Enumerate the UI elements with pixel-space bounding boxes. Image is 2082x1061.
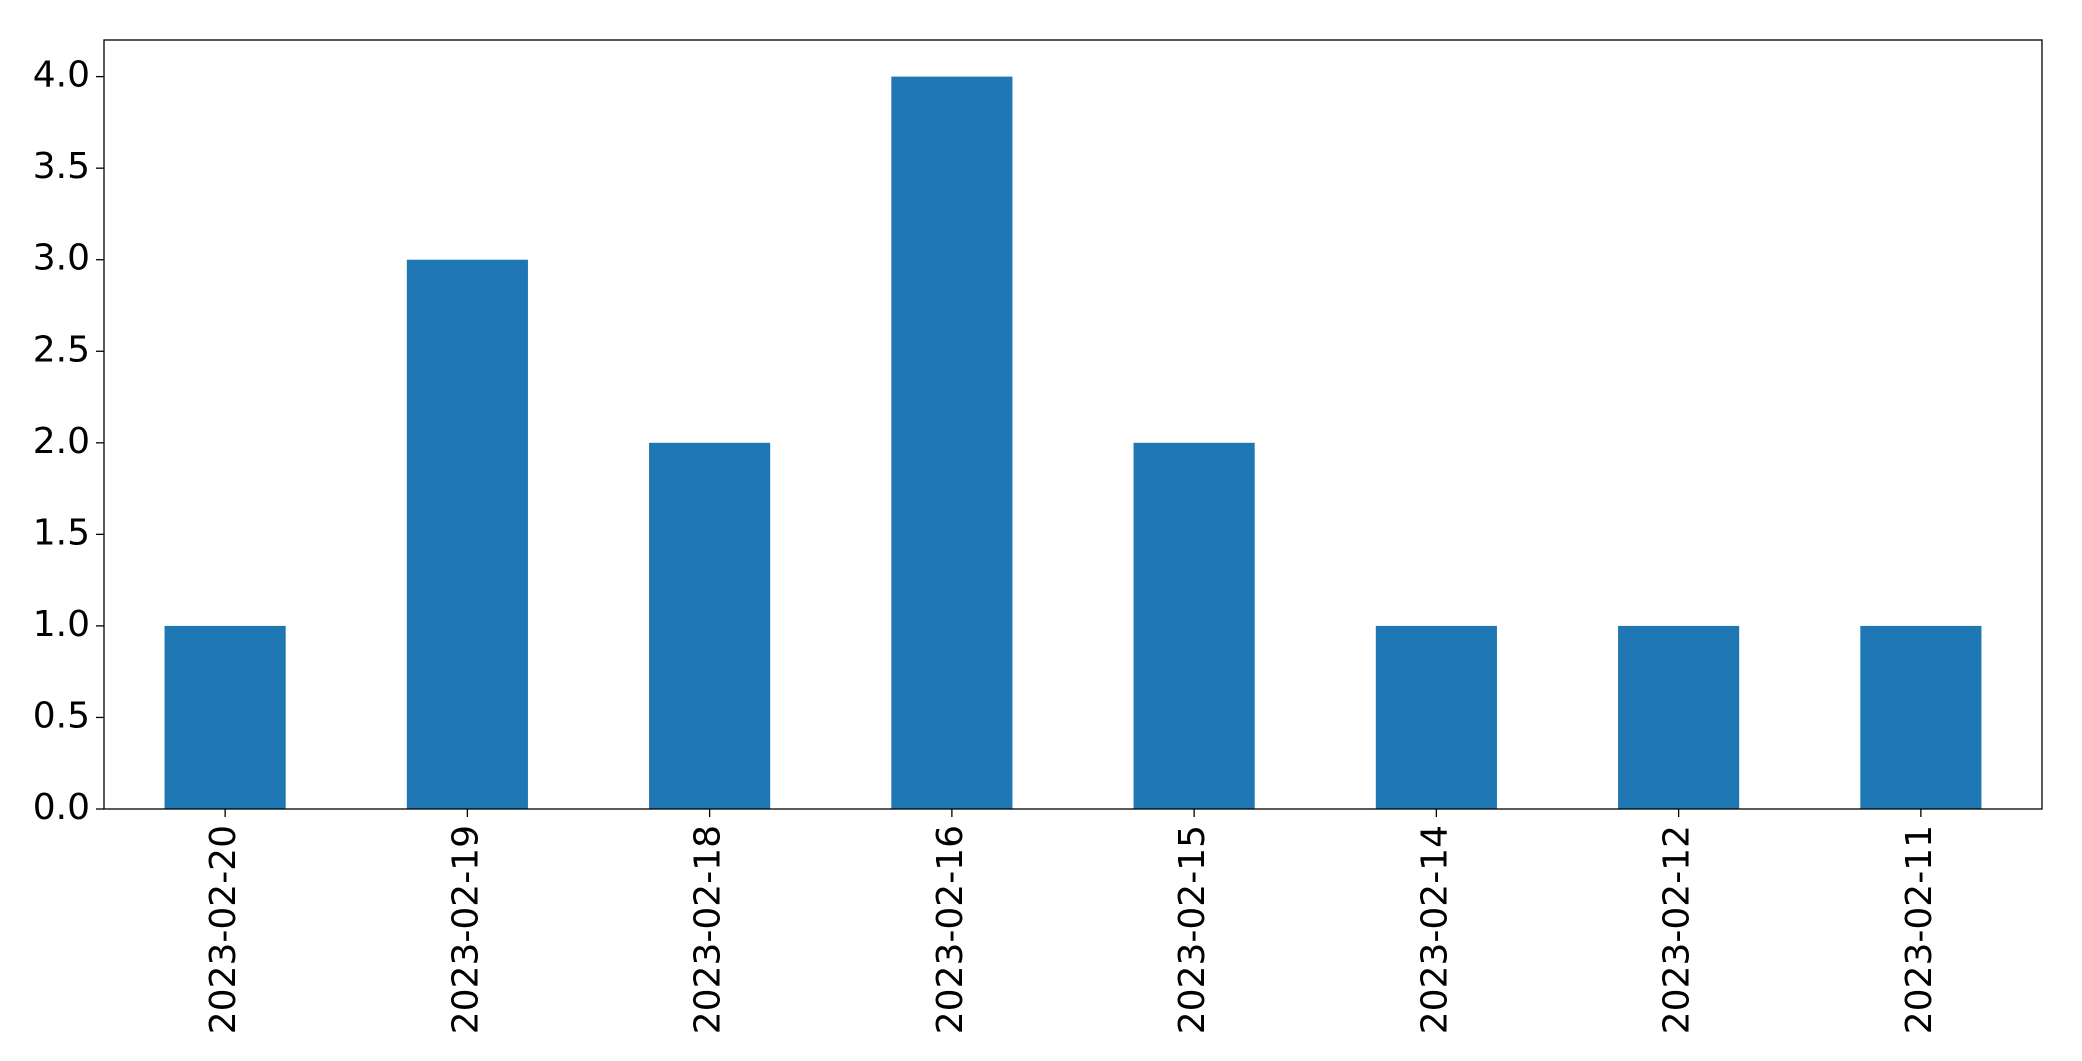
y-tick-label: 0.0	[33, 787, 90, 828]
bar	[164, 625, 286, 809]
x-tick-label: 2023-02-11	[1899, 825, 1940, 1034]
bar	[1133, 442, 1255, 809]
x-tick-label: 2023-02-18	[688, 825, 729, 1034]
x-tick-label: 2023-02-14	[1414, 825, 1455, 1034]
y-tick-label: 1.5	[33, 512, 90, 553]
y-tick-label: 4.0	[33, 55, 90, 96]
bar	[649, 442, 771, 809]
bar	[1618, 625, 1740, 809]
y-tick-label: 2.5	[33, 329, 90, 370]
bar	[1860, 625, 1982, 809]
x-tick-label: 2023-02-19	[445, 825, 486, 1034]
y-tick-label: 3.0	[33, 238, 90, 279]
y-tick-label: 0.5	[33, 695, 90, 736]
y-tick-label: 2.0	[33, 421, 90, 462]
y-tick-label: 1.0	[33, 604, 90, 645]
x-tick-label: 2023-02-12	[1657, 825, 1698, 1034]
x-tick-label: 2023-02-15	[1172, 825, 1213, 1034]
bar	[1375, 625, 1497, 809]
y-tick-label: 3.5	[33, 146, 90, 187]
plot-frame	[103, 39, 2043, 810]
x-tick-label: 2023-02-16	[930, 825, 971, 1034]
x-tick-label: 2023-02-20	[203, 825, 244, 1034]
bar	[891, 76, 1013, 810]
bar	[406, 259, 528, 809]
